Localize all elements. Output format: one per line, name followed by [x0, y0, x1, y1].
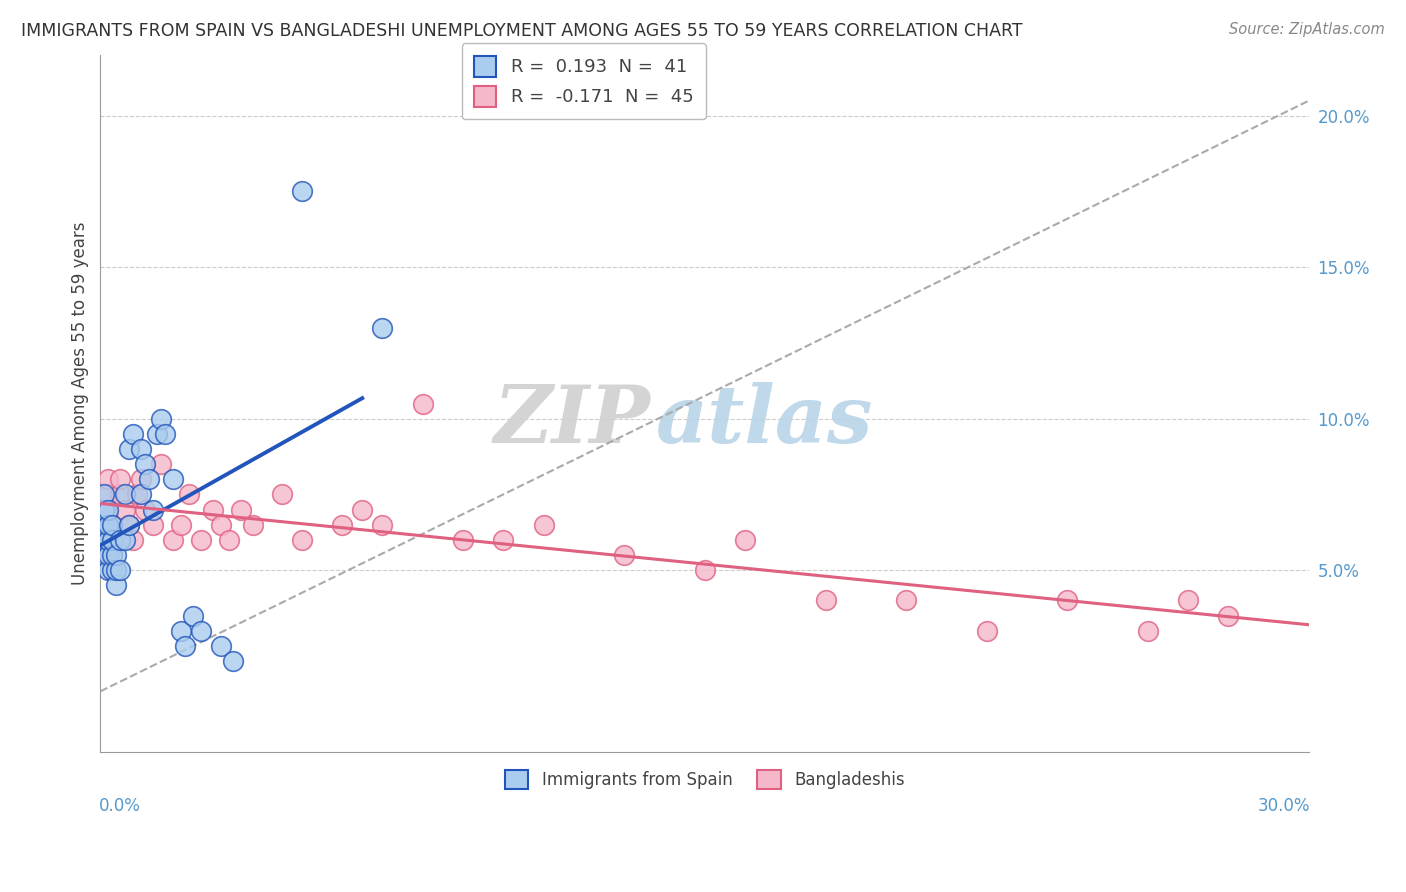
Point — [101, 533, 124, 547]
Point — [896, 593, 918, 607]
Legend: Immigrants from Spain, Bangladeshis: Immigrants from Spain, Bangladeshis — [498, 764, 911, 796]
Point — [142, 517, 165, 532]
Text: 0.0%: 0.0% — [100, 797, 141, 815]
Point — [352, 502, 374, 516]
Point — [93, 548, 115, 562]
Point — [93, 533, 115, 547]
Text: Source: ZipAtlas.com: Source: ZipAtlas.com — [1229, 22, 1385, 37]
Point — [202, 502, 225, 516]
Point — [291, 185, 314, 199]
Point — [101, 548, 124, 562]
Point — [149, 457, 172, 471]
Point — [1056, 593, 1078, 607]
Point — [142, 502, 165, 516]
Point — [101, 517, 124, 532]
Point — [451, 533, 474, 547]
Point — [231, 502, 253, 516]
Point — [734, 533, 756, 547]
Point — [149, 411, 172, 425]
Point — [209, 517, 232, 532]
Point — [371, 320, 394, 334]
Point — [97, 517, 120, 532]
Point — [97, 502, 120, 516]
Point — [105, 548, 128, 562]
Point — [270, 487, 292, 501]
Point — [93, 517, 115, 532]
Point — [134, 502, 156, 516]
Point — [110, 472, 132, 486]
Point — [190, 533, 212, 547]
Point — [97, 472, 120, 486]
Point — [412, 396, 434, 410]
Point — [177, 487, 200, 501]
Point — [117, 517, 139, 532]
Point — [101, 563, 124, 577]
Point — [162, 472, 184, 486]
Point — [101, 517, 124, 532]
Point — [93, 502, 115, 516]
Point — [162, 533, 184, 547]
Point — [105, 563, 128, 577]
Point — [105, 578, 128, 592]
Point — [976, 624, 998, 638]
Point — [97, 533, 120, 547]
Point — [97, 548, 120, 562]
Point — [93, 533, 115, 547]
Point — [110, 533, 132, 547]
Point — [97, 563, 120, 577]
Point — [170, 624, 193, 638]
Point — [114, 487, 136, 501]
Point — [129, 472, 152, 486]
Point — [121, 426, 143, 441]
Point — [533, 517, 555, 532]
Point — [114, 533, 136, 547]
Text: IMMIGRANTS FROM SPAIN VS BANGLADESHI UNEMPLOYMENT AMONG AGES 55 TO 59 YEARS CORR: IMMIGRANTS FROM SPAIN VS BANGLADESHI UNE… — [21, 22, 1022, 40]
Point — [1177, 593, 1199, 607]
Point — [814, 593, 837, 607]
Point — [190, 624, 212, 638]
Point — [613, 548, 636, 562]
Point — [291, 533, 314, 547]
Point — [209, 639, 232, 653]
Point — [138, 472, 160, 486]
Point — [218, 533, 240, 547]
Point — [93, 502, 115, 516]
Point — [117, 517, 139, 532]
Point — [117, 442, 139, 456]
Text: 30.0%: 30.0% — [1258, 797, 1310, 815]
Point — [174, 639, 197, 653]
Point — [693, 563, 716, 577]
Point — [121, 533, 143, 547]
Point — [93, 487, 115, 501]
Text: atlas: atlas — [657, 382, 873, 459]
Point — [371, 517, 394, 532]
Point — [129, 487, 152, 501]
Point — [181, 608, 204, 623]
Point — [330, 517, 353, 532]
Point — [129, 442, 152, 456]
Point — [145, 426, 167, 441]
Point — [153, 426, 176, 441]
Point — [242, 517, 264, 532]
Y-axis label: Unemployment Among Ages 55 to 59 years: Unemployment Among Ages 55 to 59 years — [72, 222, 89, 585]
Point — [1136, 624, 1159, 638]
Point — [170, 517, 193, 532]
Point — [110, 487, 132, 501]
Point — [97, 487, 120, 501]
Point — [105, 533, 128, 547]
Point — [222, 654, 245, 668]
Point — [110, 563, 132, 577]
Point — [125, 487, 148, 501]
Point — [134, 457, 156, 471]
Text: ZIP: ZIP — [494, 382, 651, 459]
Point — [1218, 608, 1240, 623]
Point — [101, 548, 124, 562]
Point — [114, 502, 136, 516]
Point — [492, 533, 515, 547]
